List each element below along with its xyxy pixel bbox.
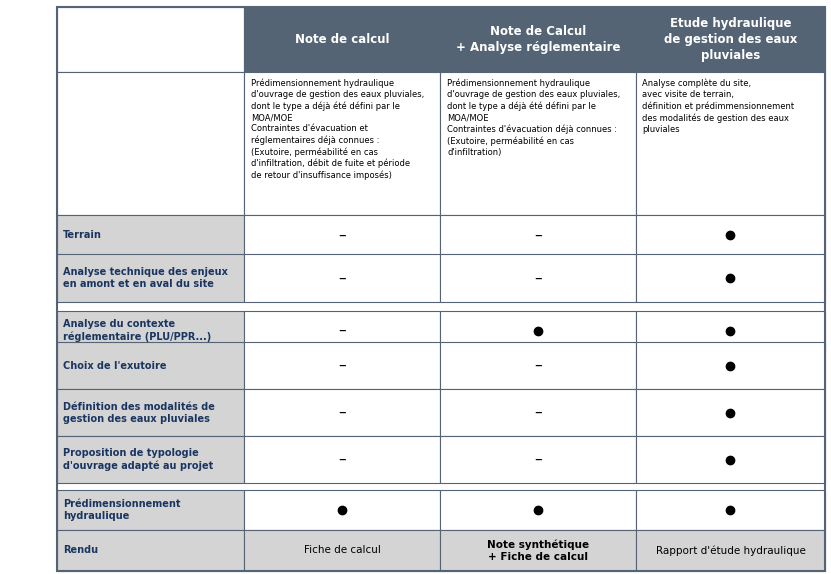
Bar — [440, 342, 636, 389]
Bar — [244, 436, 440, 483]
Bar — [57, 490, 244, 530]
Text: Prédimensionnement hydraulique
d'ouvrage de gestion des eaux pluviales,
dont le : Prédimensionnement hydraulique d'ouvrage… — [447, 79, 620, 157]
Text: Analyse technique des enjeux
en amont et en aval du site: Analyse technique des enjeux en amont et… — [63, 266, 228, 289]
Bar — [636, 436, 825, 483]
Text: Prédimensionnement hydraulique
d'ouvrage de gestion des eaux pluviales,
dont le : Prédimensionnement hydraulique d'ouvrage… — [251, 79, 424, 180]
Text: –: – — [534, 452, 542, 467]
Text: –: – — [534, 228, 542, 243]
Text: –: – — [534, 270, 542, 285]
Bar — [440, 389, 636, 436]
Bar — [244, 490, 440, 530]
Bar — [57, 72, 244, 215]
Text: Note de Calcul
+ Analyse réglementaire: Note de Calcul + Analyse réglementaire — [456, 25, 620, 54]
Bar — [636, 7, 825, 72]
Bar — [440, 7, 636, 72]
Bar — [440, 72, 636, 215]
Text: –: – — [338, 270, 347, 285]
Bar — [57, 311, 244, 350]
Bar — [244, 342, 440, 389]
Bar — [636, 530, 825, 571]
Bar — [244, 215, 440, 256]
Text: –: – — [338, 323, 347, 338]
Bar — [440, 530, 636, 571]
Text: Note synthétique
+ Fiche de calcul: Note synthétique + Fiche de calcul — [487, 539, 589, 562]
Bar — [57, 436, 244, 483]
Bar — [244, 311, 440, 350]
Text: –: – — [338, 452, 347, 467]
Text: Choix de l'exutoire: Choix de l'exutoire — [63, 360, 167, 371]
Text: –: – — [338, 358, 347, 373]
Bar — [440, 215, 636, 256]
Bar — [636, 215, 825, 256]
Text: Rendu: Rendu — [63, 545, 98, 556]
Text: Définition des modalités de
gestion des eaux pluviales: Définition des modalités de gestion des … — [63, 401, 215, 424]
Text: –: – — [534, 405, 542, 420]
Bar — [636, 72, 825, 215]
Bar — [244, 530, 440, 571]
Bar — [636, 311, 825, 350]
Bar — [440, 254, 636, 302]
Text: Fiche de calcul: Fiche de calcul — [304, 545, 381, 556]
Bar — [244, 389, 440, 436]
Bar — [636, 490, 825, 530]
Bar — [57, 254, 244, 302]
Bar — [440, 436, 636, 483]
Text: Terrain: Terrain — [63, 230, 102, 241]
Bar — [244, 72, 440, 215]
Bar — [57, 530, 244, 571]
Bar — [636, 389, 825, 436]
Bar — [440, 311, 636, 350]
Text: Proposition de typologie
d'ouvrage adapté au projet: Proposition de typologie d'ouvrage adapt… — [63, 448, 214, 471]
Bar — [636, 342, 825, 389]
Text: –: – — [338, 228, 347, 243]
Bar — [636, 254, 825, 302]
Text: Analyse complète du site,
avec visite de terrain,
définition et prédimmensionnem: Analyse complète du site, avec visite de… — [642, 79, 794, 134]
Bar — [57, 389, 244, 436]
Text: Etude hydraulique
de gestion des eaux
pluviales: Etude hydraulique de gestion des eaux pl… — [664, 17, 797, 62]
Text: –: – — [338, 405, 347, 420]
Text: Note de calcul: Note de calcul — [295, 33, 390, 46]
Bar — [244, 254, 440, 302]
Text: Rapport d'étude hydraulique: Rapport d'étude hydraulique — [656, 545, 805, 556]
Bar — [440, 490, 636, 530]
Text: Prédimensionnement
hydraulique: Prédimensionnement hydraulique — [63, 499, 180, 522]
Bar — [57, 215, 244, 256]
Bar — [57, 7, 244, 72]
Text: Analyse du contexte
réglementaire (PLU/PPR...): Analyse du contexte réglementaire (PLU/P… — [63, 319, 211, 342]
Text: –: – — [534, 358, 542, 373]
Bar — [244, 7, 440, 72]
Bar — [57, 342, 244, 389]
